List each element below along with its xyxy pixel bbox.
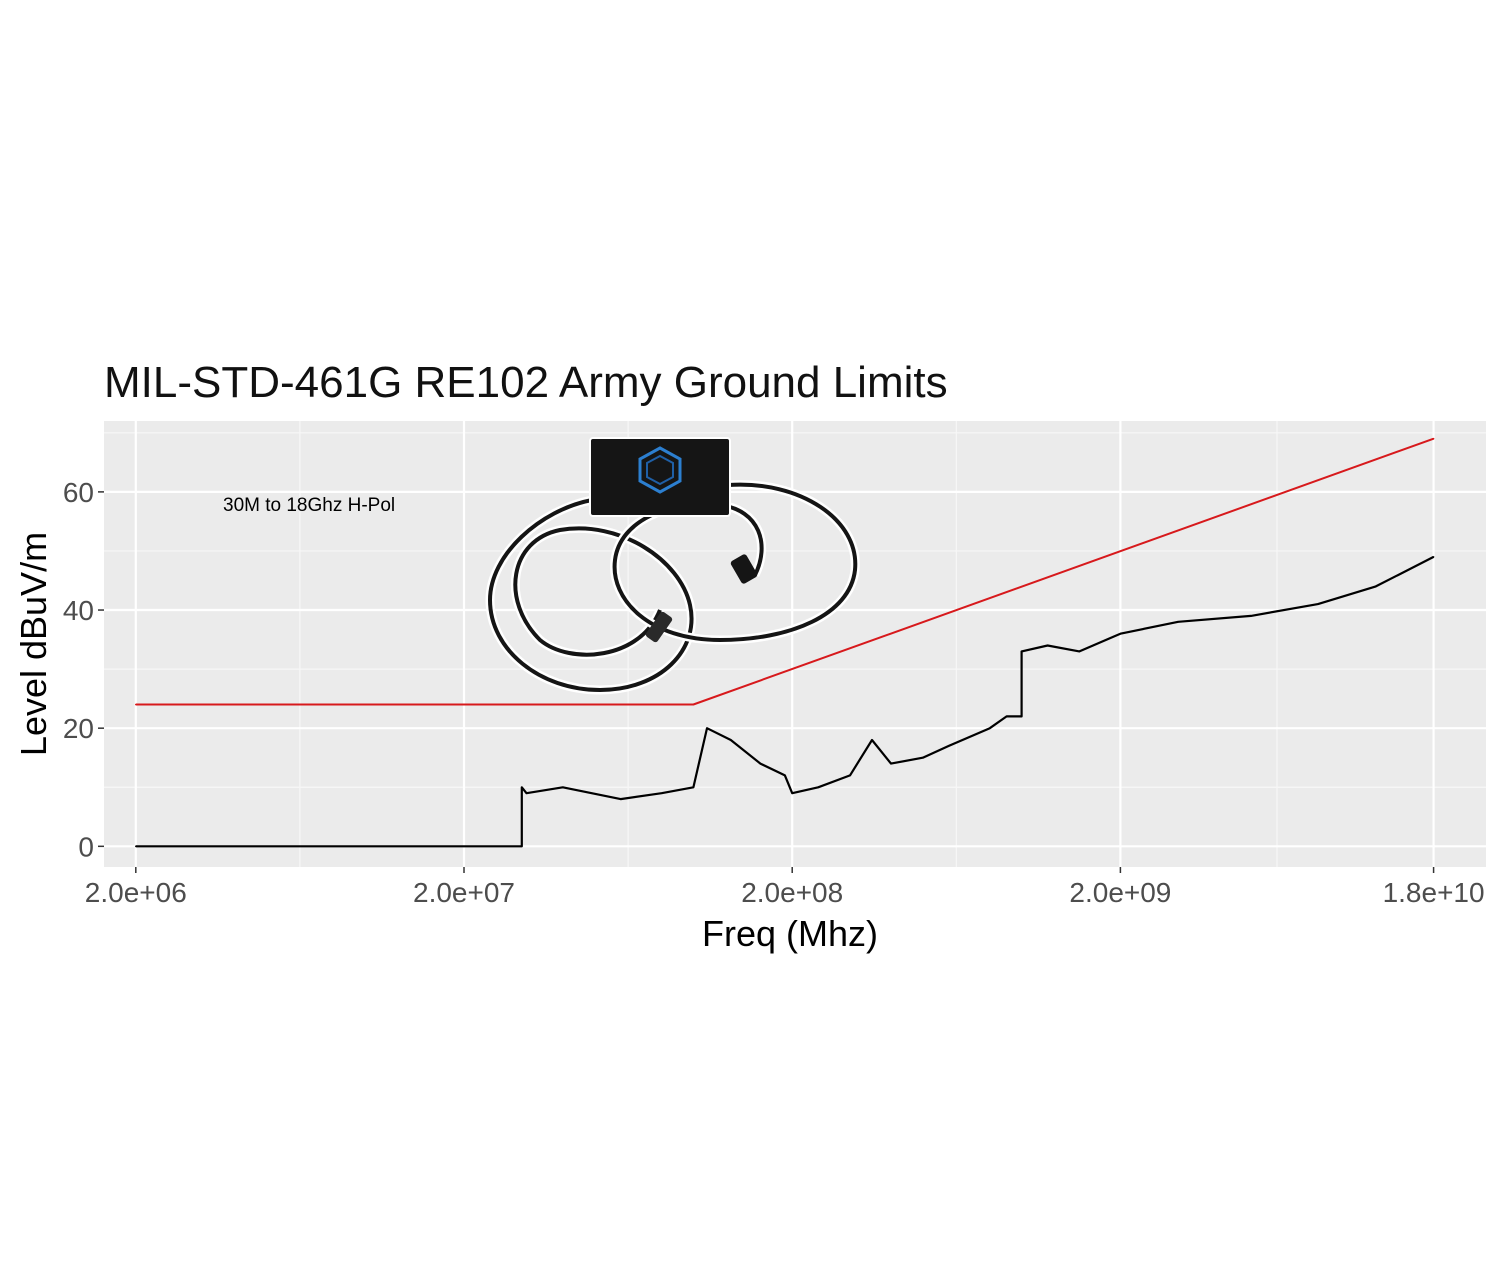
x-axis: 2.0e+06 2.0e+07 2.0e+08 2.0e+09 1.8e+10	[85, 867, 1485, 908]
series-layer	[135, 437, 1435, 848]
data-point	[784, 774, 786, 777]
data-point	[660, 792, 663, 794]
data-point	[730, 739, 732, 741]
y-tick-label: 0	[78, 831, 94, 862]
power-plug-icon	[730, 554, 758, 584]
y-axis: 0 20 40 60	[63, 477, 104, 862]
y-axis-title: Level dBuV/m	[13, 532, 54, 756]
data-point	[1078, 650, 1081, 653]
y-tick-label: 40	[63, 595, 94, 626]
data-point	[1432, 556, 1435, 558]
data-point	[890, 762, 892, 765]
data-point	[1375, 585, 1377, 588]
data-point	[1250, 615, 1252, 617]
data-point	[1177, 621, 1179, 623]
data-point	[1020, 715, 1023, 718]
data-point	[692, 703, 695, 706]
x-tick-label: 2.0e+08	[741, 877, 843, 908]
x-tick-label: 1.8e+10	[1383, 877, 1485, 908]
data-point	[525, 792, 528, 794]
data-point	[922, 756, 924, 759]
connector-icon	[645, 611, 673, 643]
annotation: 30M to 18Ghz H-Pol	[223, 495, 395, 516]
data-point	[1020, 650, 1023, 653]
data-point	[871, 739, 873, 741]
device-box	[589, 437, 731, 517]
data-point	[1119, 632, 1122, 635]
data-point	[706, 727, 708, 729]
data-point	[948, 745, 950, 747]
data-point	[1005, 715, 1008, 718]
data-point	[1046, 644, 1049, 647]
data-point	[791, 792, 793, 794]
data-point	[521, 786, 523, 789]
data-point	[849, 774, 851, 777]
data-point	[759, 762, 762, 765]
data-point	[562, 786, 564, 789]
cable-loop	[487, 498, 694, 693]
y-tick-label: 60	[63, 477, 94, 508]
x-tick-label: 2.0e+07	[413, 877, 515, 908]
data-point	[135, 845, 137, 848]
chart-title: MIL-STD-461G RE102 Army Ground Limits	[104, 358, 948, 407]
y-tick-label: 20	[63, 713, 94, 744]
data-point	[1432, 437, 1435, 440]
x-tick-label: 2.0e+09	[1069, 877, 1171, 908]
logo-icon	[638, 446, 682, 494]
data-point	[989, 727, 991, 729]
x-axis-title: Freq (Mhz)	[702, 913, 878, 954]
data-point	[817, 786, 819, 789]
data-point	[1317, 603, 1319, 605]
data-point	[135, 703, 137, 706]
device-photo	[485, 437, 860, 695]
data-point	[619, 798, 622, 800]
x-tick-label: 2.0e+06	[85, 877, 187, 908]
logo-icon-inner	[646, 454, 674, 486]
plot-panel	[104, 421, 1486, 867]
data-point	[521, 845, 523, 848]
data-point	[692, 786, 695, 789]
